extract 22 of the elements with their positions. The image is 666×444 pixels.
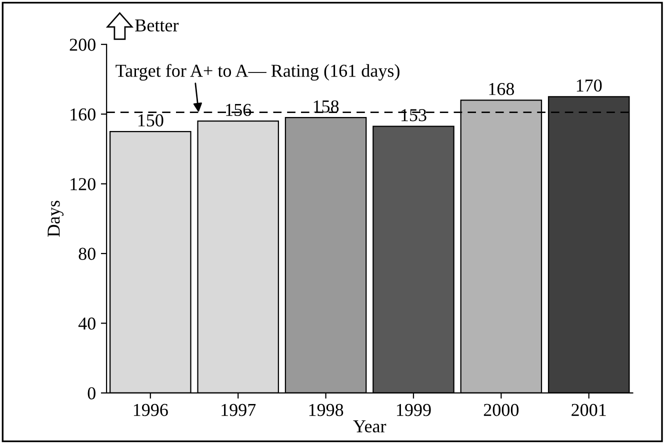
x-tick-label: 2001 [572, 404, 606, 416]
y-tick-label: 80 [78, 248, 96, 260]
y-tick-label: 160 [70, 108, 96, 121]
y-tick-label: 120 [70, 178, 96, 190]
x-axis-title: Year [353, 420, 386, 432]
x-tick-label: 1997 [222, 404, 256, 416]
text: Better [135, 19, 179, 32]
data-label: 156 [226, 104, 252, 116]
data-label: 150 [138, 114, 164, 126]
y-tick-label: 40 [78, 317, 96, 330]
y-tick-label: 0 [88, 387, 96, 400]
ref-line-label: Target for A+ to A— Rating (161 days) [116, 64, 400, 81]
data-label: 153 [402, 109, 426, 122]
x-tick-label: 1996 [134, 404, 168, 416]
y-tick-label: 200 [70, 38, 96, 51]
data-label: 158 [314, 100, 339, 113]
x-tick-label: 1998 [309, 404, 344, 416]
data-label: 170 [576, 79, 602, 92]
x-tick-label: 1999 [397, 404, 431, 416]
y-axis-title: Days [48, 200, 64, 237]
data-label: 168 [489, 82, 514, 96]
x-tick-label: 2000 [484, 404, 519, 416]
